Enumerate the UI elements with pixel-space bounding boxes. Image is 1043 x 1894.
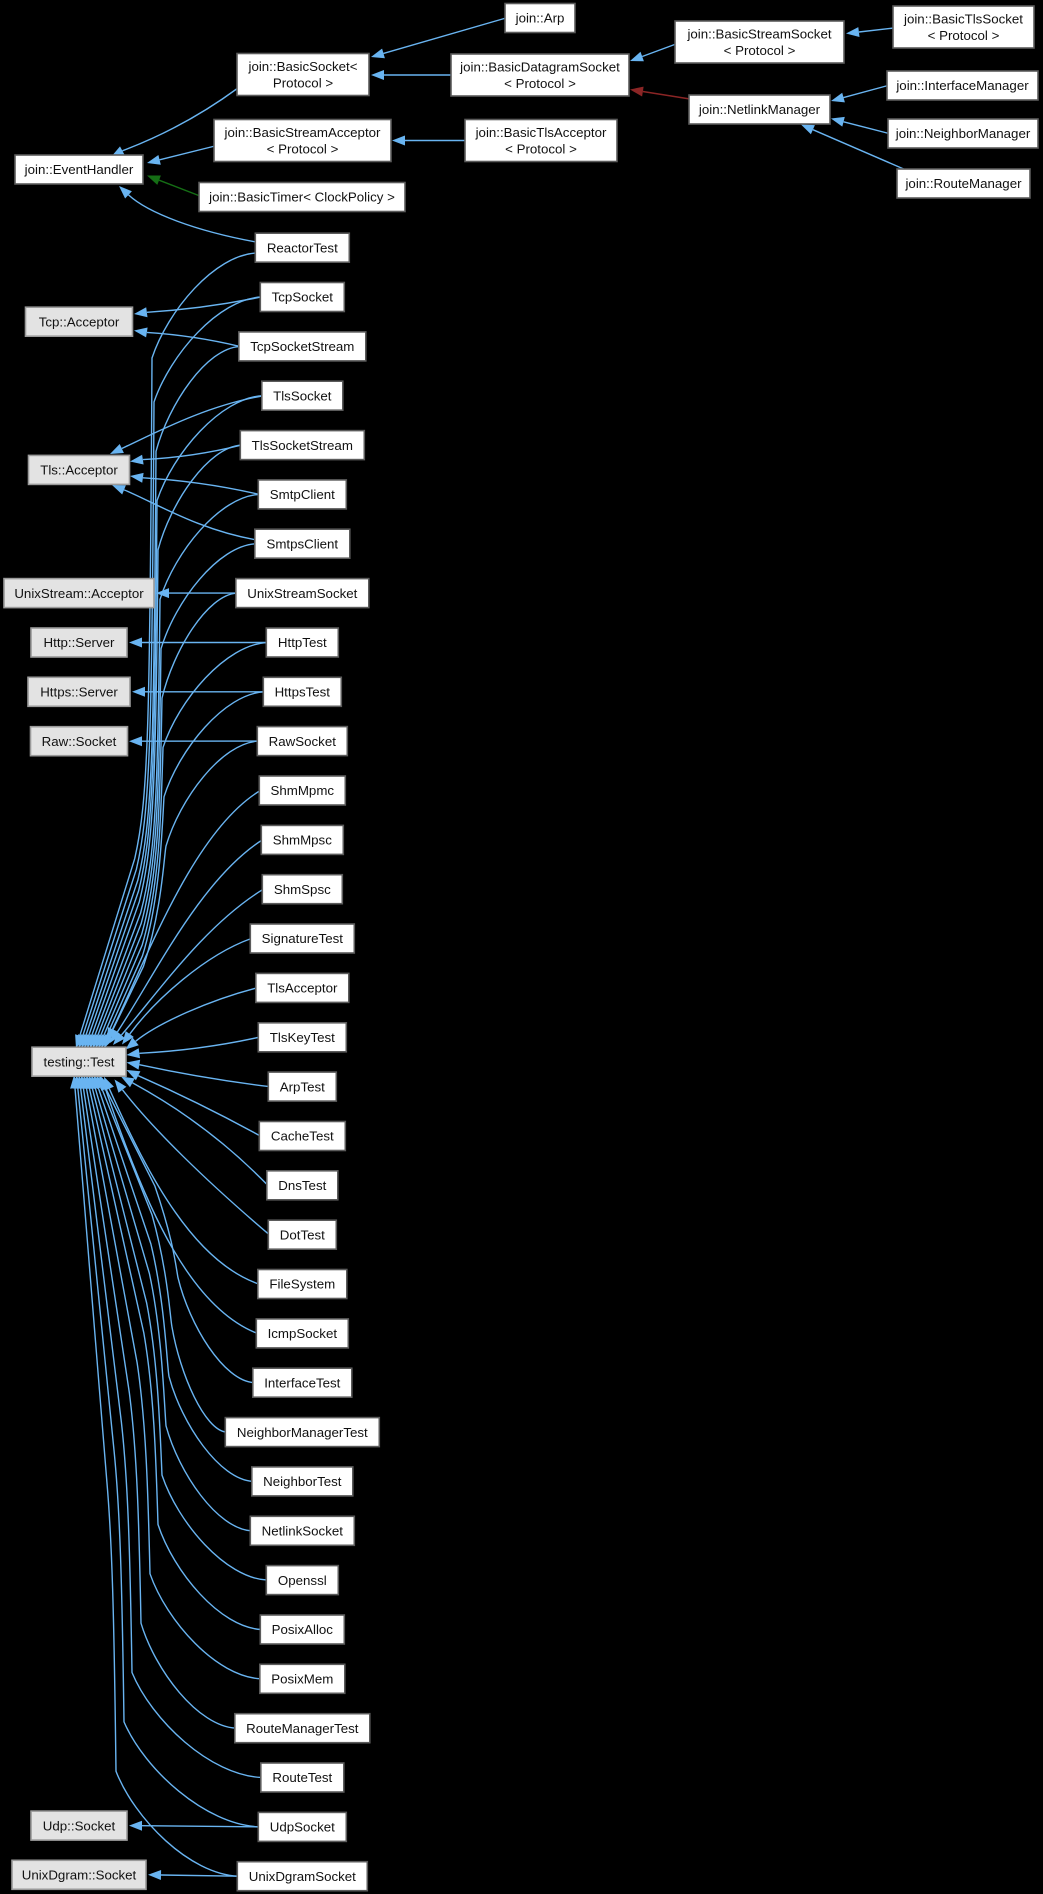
svg-text:join::RouteManager: join::RouteManager bbox=[904, 176, 1022, 191]
svg-text:< Protocol >: < Protocol > bbox=[267, 141, 339, 156]
svg-text:ReactorTest: ReactorTest bbox=[267, 240, 338, 255]
svg-text:join::EventHandler: join::EventHandler bbox=[24, 162, 134, 177]
svg-text:join::BasicSocket<: join::BasicSocket< bbox=[247, 59, 357, 74]
svg-text:join::InterfaceManager: join::InterfaceManager bbox=[895, 78, 1029, 93]
svg-text:RouteManagerTest: RouteManagerTest bbox=[246, 1721, 359, 1736]
svg-text:RawSocket: RawSocket bbox=[269, 734, 337, 749]
svg-text:FileSystem: FileSystem bbox=[269, 1277, 335, 1292]
svg-text:DnsTest: DnsTest bbox=[278, 1178, 326, 1193]
svg-text:join::NetlinkManager: join::NetlinkManager bbox=[698, 102, 821, 117]
svg-text:ShmMpsc: ShmMpsc bbox=[273, 833, 332, 848]
svg-text:join::BasicTimer< ClockPolicy: join::BasicTimer< ClockPolicy > bbox=[208, 190, 395, 205]
svg-text:RouteTest: RouteTest bbox=[272, 1770, 332, 1785]
svg-text:Udp::Socket: Udp::Socket bbox=[43, 1818, 116, 1833]
svg-text:join::NeighborManager: join::NeighborManager bbox=[895, 126, 1031, 141]
svg-text:UnixDgram::Socket: UnixDgram::Socket bbox=[22, 1868, 137, 1883]
svg-text:Http::Server: Http::Server bbox=[44, 635, 116, 650]
svg-text:SmtpClient: SmtpClient bbox=[270, 487, 335, 502]
svg-text:ShmMpmc: ShmMpmc bbox=[271, 783, 335, 798]
svg-text:join::BasicTlsAcceptor: join::BasicTlsAcceptor bbox=[475, 125, 607, 140]
svg-text:Https::Server: Https::Server bbox=[40, 685, 118, 700]
svg-text:join::Arp: join::Arp bbox=[515, 11, 565, 26]
svg-text:Openssl: Openssl bbox=[278, 1573, 327, 1588]
svg-text:HttpTest: HttpTest bbox=[278, 635, 327, 650]
svg-text:TlsSocketStream: TlsSocketStream bbox=[252, 438, 353, 453]
svg-text:join::BasicDatagramSocket: join::BasicDatagramSocket bbox=[459, 60, 620, 75]
svg-text:UnixStream::Acceptor: UnixStream::Acceptor bbox=[14, 586, 144, 601]
svg-text:< Protocol >: < Protocol > bbox=[505, 141, 577, 156]
svg-text:Protocol >: Protocol > bbox=[273, 75, 333, 90]
svg-text:UnixStreamSocket: UnixStreamSocket bbox=[247, 586, 357, 601]
svg-text:join::BasicStreamAcceptor: join::BasicStreamAcceptor bbox=[224, 125, 382, 140]
svg-text:Tcp::Acceptor: Tcp::Acceptor bbox=[39, 314, 120, 329]
svg-text:NetlinkSocket: NetlinkSocket bbox=[262, 1524, 344, 1539]
svg-text:PosixMem: PosixMem bbox=[271, 1672, 333, 1687]
svg-text:testing::Test: testing::Test bbox=[44, 1054, 115, 1069]
svg-text:UnixDgramSocket: UnixDgramSocket bbox=[249, 1869, 356, 1884]
svg-text:NeighborManagerTest: NeighborManagerTest bbox=[237, 1425, 368, 1440]
svg-text:Tls::Acceptor: Tls::Acceptor bbox=[40, 463, 118, 478]
svg-text:UdpSocket: UdpSocket bbox=[270, 1820, 335, 1835]
svg-text:SmtpsClient: SmtpsClient bbox=[266, 537, 338, 552]
svg-text:TlsAcceptor: TlsAcceptor bbox=[267, 981, 338, 996]
svg-text:HttpsTest: HttpsTest bbox=[275, 685, 331, 700]
svg-text:join::BasicTlsSocket: join::BasicTlsSocket bbox=[903, 12, 1023, 27]
svg-text:PosixAlloc: PosixAlloc bbox=[272, 1622, 334, 1637]
svg-text:InterfaceTest: InterfaceTest bbox=[264, 1375, 340, 1390]
svg-text:IcmpSocket: IcmpSocket bbox=[268, 1326, 338, 1341]
svg-text:TlsSocket: TlsSocket bbox=[273, 388, 332, 403]
svg-text:NeighborTest: NeighborTest bbox=[263, 1474, 342, 1489]
svg-text:DotTest: DotTest bbox=[280, 1227, 325, 1242]
svg-text:< Protocol >: < Protocol > bbox=[724, 43, 796, 58]
svg-text:TcpSocket: TcpSocket bbox=[272, 290, 334, 305]
svg-text:Raw::Socket: Raw::Socket bbox=[42, 734, 117, 749]
svg-text:SignatureTest: SignatureTest bbox=[262, 931, 344, 946]
svg-text:TcpSocketStream: TcpSocketStream bbox=[250, 339, 354, 354]
svg-text:join::BasicStreamSocket: join::BasicStreamSocket bbox=[686, 27, 831, 42]
svg-text:ShmSpsc: ShmSpsc bbox=[274, 882, 331, 897]
svg-text:TlsKeyTest: TlsKeyTest bbox=[270, 1030, 335, 1045]
svg-text:< Protocol >: < Protocol > bbox=[504, 76, 576, 91]
svg-text:< Protocol >: < Protocol > bbox=[928, 28, 1000, 43]
svg-text:ArpTest: ArpTest bbox=[280, 1079, 325, 1094]
svg-text:CacheTest: CacheTest bbox=[271, 1129, 334, 1144]
